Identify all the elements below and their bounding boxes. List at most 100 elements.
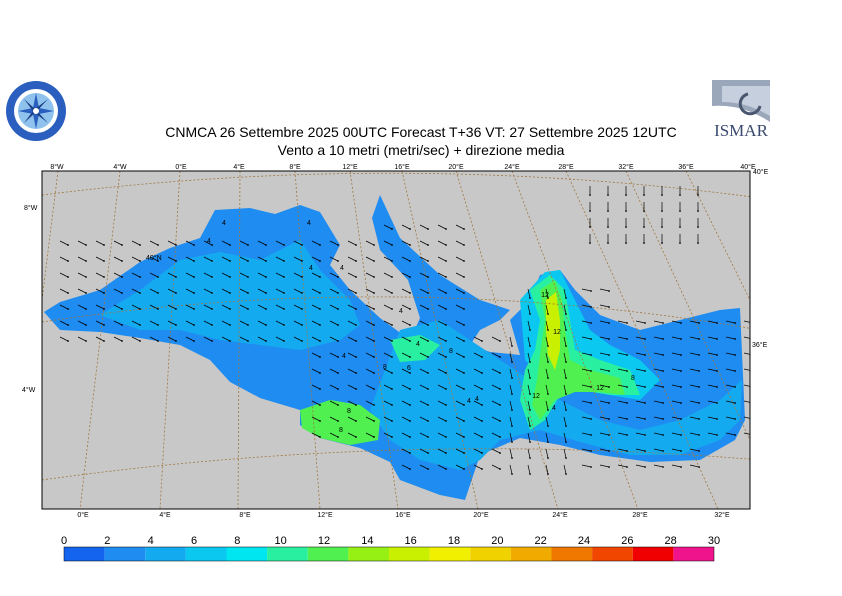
wind-arrow bbox=[653, 352, 664, 356]
wind-arrow bbox=[419, 432, 429, 438]
wind-arrow bbox=[581, 304, 592, 308]
colorbar-swatch bbox=[104, 547, 146, 561]
wind-arrow bbox=[437, 384, 447, 390]
wind-arrow bbox=[473, 336, 483, 342]
wind-arrow bbox=[679, 202, 681, 212]
wind-arrow bbox=[419, 448, 429, 454]
wind-arrow bbox=[329, 320, 339, 326]
bottom-tick-label: 8°E bbox=[239, 511, 251, 519]
wind-arrow bbox=[383, 400, 393, 406]
wind-arrow bbox=[563, 432, 567, 443]
wind-arrow bbox=[725, 320, 736, 324]
wind-arrow bbox=[509, 368, 513, 379]
wind-arrow bbox=[167, 304, 177, 310]
wind-arrow bbox=[203, 272, 213, 278]
wind-arrow bbox=[239, 288, 249, 294]
wind-arrow bbox=[635, 432, 646, 436]
wind-arrow bbox=[617, 400, 628, 404]
wind-arrow bbox=[599, 352, 610, 356]
wind-arrow bbox=[455, 368, 465, 374]
wind-arrow bbox=[581, 368, 592, 372]
wind-arrow bbox=[239, 272, 249, 278]
colorbar-swatch bbox=[185, 547, 227, 561]
wind-arrow bbox=[653, 368, 664, 372]
wind-arrow bbox=[365, 304, 375, 310]
wind-arrow bbox=[527, 464, 531, 475]
wind-arrow bbox=[491, 416, 501, 422]
wind-arrow bbox=[527, 400, 531, 411]
bottom-tick-label: 24°E bbox=[552, 511, 568, 519]
wind-arrow bbox=[563, 304, 567, 315]
wind-arrow bbox=[617, 416, 628, 420]
top-tick-label: 24°E bbox=[504, 163, 520, 171]
wind-arrow bbox=[707, 320, 718, 324]
wind-arrow bbox=[743, 368, 750, 371]
wind-arrow bbox=[149, 240, 159, 246]
wind-arrow bbox=[545, 432, 549, 443]
wind-arrow bbox=[607, 202, 609, 212]
wind-arrow bbox=[113, 256, 123, 262]
wind-arrow bbox=[473, 400, 483, 406]
bottom-tick-label: 12°E bbox=[317, 511, 333, 519]
wind-arrow bbox=[203, 240, 213, 246]
wind-arrow bbox=[419, 416, 429, 422]
wind-arrow bbox=[365, 240, 375, 246]
wind-arrow bbox=[689, 416, 700, 420]
wind-arrow bbox=[383, 320, 393, 326]
wind-arrow bbox=[563, 336, 567, 347]
wind-arrow bbox=[437, 368, 447, 374]
wind-arrow bbox=[643, 202, 645, 212]
contour-label: 12 bbox=[553, 329, 561, 336]
wind-arrow bbox=[545, 384, 549, 395]
wind-arrow bbox=[401, 272, 411, 278]
wind-arrow bbox=[527, 368, 531, 379]
wind-arrow bbox=[653, 448, 664, 452]
wind-arrow bbox=[365, 416, 375, 422]
wind-arrow bbox=[599, 464, 610, 468]
wind-arrow bbox=[167, 240, 177, 246]
wind-arrow bbox=[437, 224, 447, 230]
wind-arrow bbox=[329, 416, 339, 422]
wind-arrow bbox=[545, 336, 549, 347]
wind-arrow bbox=[473, 432, 483, 438]
wind-arrow bbox=[419, 464, 429, 470]
colorbar-swatch bbox=[429, 547, 471, 561]
colorbar-swatch bbox=[510, 547, 552, 561]
wind-arrow bbox=[401, 432, 411, 438]
wind-arrow bbox=[419, 256, 429, 262]
colorbar-tick-label: 4 bbox=[148, 535, 154, 547]
contour-label: 4 bbox=[222, 220, 226, 227]
wind-arrow bbox=[545, 400, 549, 411]
wind-arrow bbox=[293, 320, 303, 326]
wind-arrow bbox=[59, 336, 69, 342]
wind-arrow bbox=[545, 416, 549, 427]
contour-label: 4 bbox=[416, 341, 420, 348]
wind-arrow bbox=[545, 288, 549, 299]
wind-arrow bbox=[671, 464, 682, 468]
colorbar-swatch bbox=[592, 547, 633, 561]
wind-arrow bbox=[689, 320, 700, 324]
wind-arrow bbox=[509, 416, 513, 427]
wind-arrow bbox=[455, 416, 465, 422]
wind-arrow bbox=[221, 272, 231, 278]
wind-arrow bbox=[329, 352, 339, 358]
wind-arrow bbox=[257, 336, 267, 342]
wind-arrow bbox=[383, 224, 393, 230]
colorbar-swatch bbox=[551, 547, 593, 561]
wind-arrow bbox=[707, 368, 718, 372]
wind-arrow bbox=[455, 240, 465, 246]
wind-arrow bbox=[509, 352, 513, 363]
wind-arrow bbox=[653, 464, 664, 468]
wind-arrow bbox=[185, 272, 195, 278]
wind-arrow bbox=[419, 304, 429, 310]
top-axis-ticks: 8°W 4°W 0°E 4°E 8°E 12°E 16°E 20°E 24°E 28°E 32°E 3… bbox=[50, 163, 756, 171]
wind-arrow bbox=[419, 352, 429, 358]
wind-arrow bbox=[401, 240, 411, 246]
wind-direction-arrows bbox=[59, 186, 750, 475]
wind-arrow bbox=[437, 256, 447, 262]
wind-arrow bbox=[311, 384, 321, 390]
wind-arrow bbox=[437, 448, 447, 454]
wind-arrow bbox=[167, 256, 177, 262]
wind-arrow bbox=[689, 368, 700, 372]
